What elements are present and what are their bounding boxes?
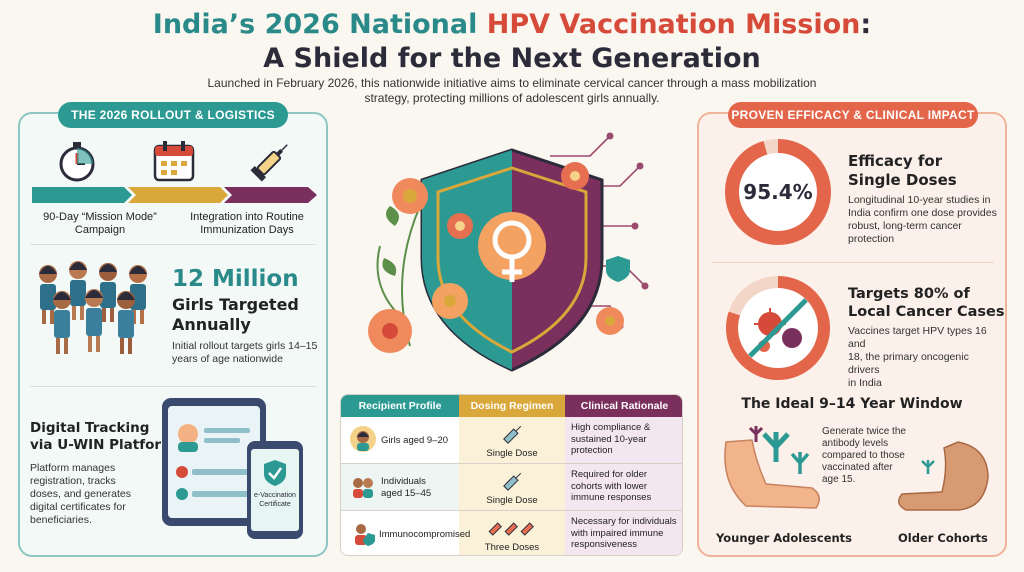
row2-rationale: Required for older cohorts with lower im… [571, 469, 652, 503]
title-part-2: HPV Vaccination Mission [486, 9, 861, 40]
title-part-1: India’s 2026 National [152, 9, 487, 40]
syringe-icon [503, 425, 522, 444]
rationale-column-bg [565, 417, 682, 555]
timeline-arrow [32, 187, 317, 203]
shield-illustration [368, 132, 649, 372]
cases-heading-1: Targets 80% of [848, 286, 970, 302]
divider [30, 386, 316, 387]
girls-group-icon [39, 261, 147, 354]
efficacy-gauge [725, 139, 831, 245]
young-arm-icon [724, 426, 820, 509]
title-line-2: A Shield for the Next Generation [263, 43, 761, 74]
row-divider [341, 510, 682, 511]
table-header-rationale: Clinical Rationale [565, 395, 682, 417]
syringe-icon [250, 144, 288, 182]
girls-heading-1: Girls Targeted [172, 295, 299, 314]
caption-mission-mode: 90-Day “Mission Mode” Campaign [43, 211, 157, 236]
row-divider [341, 463, 682, 464]
tracking-body: Platform manages registration, tracks do… [30, 462, 131, 526]
girls-number: 12 Million [172, 266, 299, 292]
immuno-avatar-icon [355, 524, 375, 546]
syringe-icon [503, 472, 522, 491]
window-heading: The Ideal 9–14 Year Window [741, 396, 963, 412]
virus-gauge [726, 276, 830, 380]
phone-icon [247, 441, 303, 539]
dosing-table: Recipient Profile Dosing Regimen Clinica… [340, 394, 683, 556]
window-body: Generate twice the antibody levels compa… [822, 426, 906, 485]
row3-dose: Three Doses [484, 542, 540, 553]
caption-routine-days: Integration into Routine Immunization Da… [190, 211, 304, 236]
efficacy-body: Longitudinal 10-year studies in India co… [848, 194, 997, 245]
cases-body: Vaccines target HPV types 16 and 18, the… [848, 325, 987, 389]
efficacy-value: 95.4% [743, 180, 813, 204]
label-older: Older Cohorts [898, 531, 988, 545]
stopwatch-icon [59, 142, 95, 182]
row3-rationale: Necessary for individuals with impaired … [571, 516, 677, 550]
three-syringes-icon [488, 522, 534, 536]
page-title: India’s 2026 National HPV Vaccination Mi… [0, 8, 1024, 76]
row1-profile: Girls aged 9–20 [381, 435, 449, 446]
calendar-icon [153, 141, 195, 182]
row3-profile: Immunocompromised [379, 529, 471, 540]
table-header-profile: Recipient Profile [341, 395, 459, 417]
girl-avatar-icon [350, 426, 376, 452]
divider [30, 244, 316, 245]
row1-rationale: High compliance & sustained 10-year prot… [571, 422, 651, 456]
title-part-3: : [860, 9, 872, 40]
cases-heading-2: Local Cancer Cases [848, 304, 1005, 320]
efficacy-heading-2: Single Doses [848, 171, 957, 189]
girls-body: Initial rollout targets girls 14–15 year… [172, 340, 318, 365]
tablet-icon [162, 398, 266, 526]
divider [712, 262, 994, 263]
row2-profile: Individuals aged 15–45 [381, 476, 432, 499]
tracking-heading-1: Digital Tracking [30, 420, 150, 436]
phone-certificate-text: e-Vaccination Certificate [254, 492, 296, 508]
row1-dose: Single Dose [486, 448, 538, 459]
efficacy-heading-1: Efficacy for [848, 152, 943, 170]
table-header-dosing: Dosing Regimen [459, 395, 565, 417]
efficacy-pill: PROVEN EFFICACY & CLINICAL IMPACT [728, 102, 978, 128]
rollout-pill: THE 2026 ROLLOUT & LOGISTICS [58, 102, 288, 128]
tracking-heading-2: via U-WIN Platform [30, 437, 176, 453]
adults-avatar-icon [353, 478, 373, 498]
subtitle: Launched in February 2026, this nationwi… [207, 76, 817, 105]
row2-dose: Single Dose [486, 495, 538, 506]
label-younger: Younger Adolescents [716, 531, 853, 545]
girls-heading-2: Annually [172, 315, 251, 334]
old-arm-icon [898, 441, 989, 511]
